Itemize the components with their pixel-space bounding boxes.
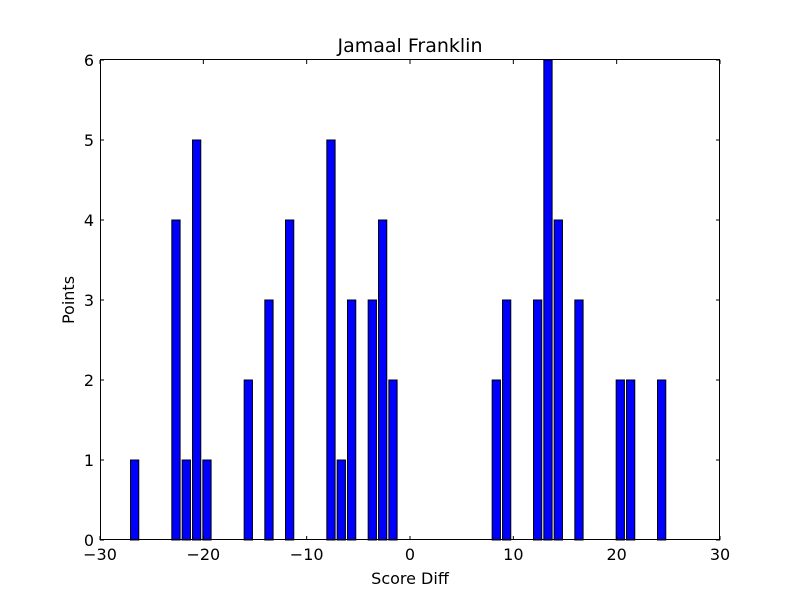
bar [574,299,584,541]
y-tick-label: 3 [84,291,94,310]
bar [192,139,202,541]
bar [657,379,667,541]
bar [202,459,212,541]
y-tick-label: 1 [84,451,94,470]
x-tick-label: −20 [186,545,220,564]
bar [502,299,512,541]
x-axis-label: Score Diff [371,569,450,588]
bar [326,139,336,541]
x-tick-label: 10 [503,545,523,564]
bar [285,219,295,541]
bar [543,59,553,541]
bar [491,379,501,541]
x-tick-label: 0 [405,545,415,564]
bar [243,379,253,541]
bar [553,219,563,541]
bar [130,459,140,541]
x-tick-label: 20 [606,545,626,564]
bar [171,219,181,541]
bar [264,299,274,541]
bar [615,379,625,541]
bar [533,299,543,541]
bar [378,219,388,541]
chart-title: Jamaal Franklin [336,35,482,57]
y-tick-label: 0 [84,531,94,550]
bar [388,379,398,541]
bar [181,459,191,541]
bar [336,459,346,541]
y-tick-label: 5 [84,131,94,150]
x-tick-label: −30 [83,545,117,564]
y-tick-label: 4 [84,211,94,230]
ticks-group: −30 −20 −10 0 10 20 30 0 1 2 3 4 5 6 [83,51,730,564]
y-tick-label: 6 [84,51,94,70]
y-tick-label: 2 [84,371,94,390]
x-tick-label: −10 [290,545,324,564]
y-axis-label: Points [59,276,78,324]
bars-group [130,59,667,541]
bar [626,379,636,541]
bar [367,299,377,541]
x-tick-label: 30 [710,545,730,564]
bar [347,299,357,541]
